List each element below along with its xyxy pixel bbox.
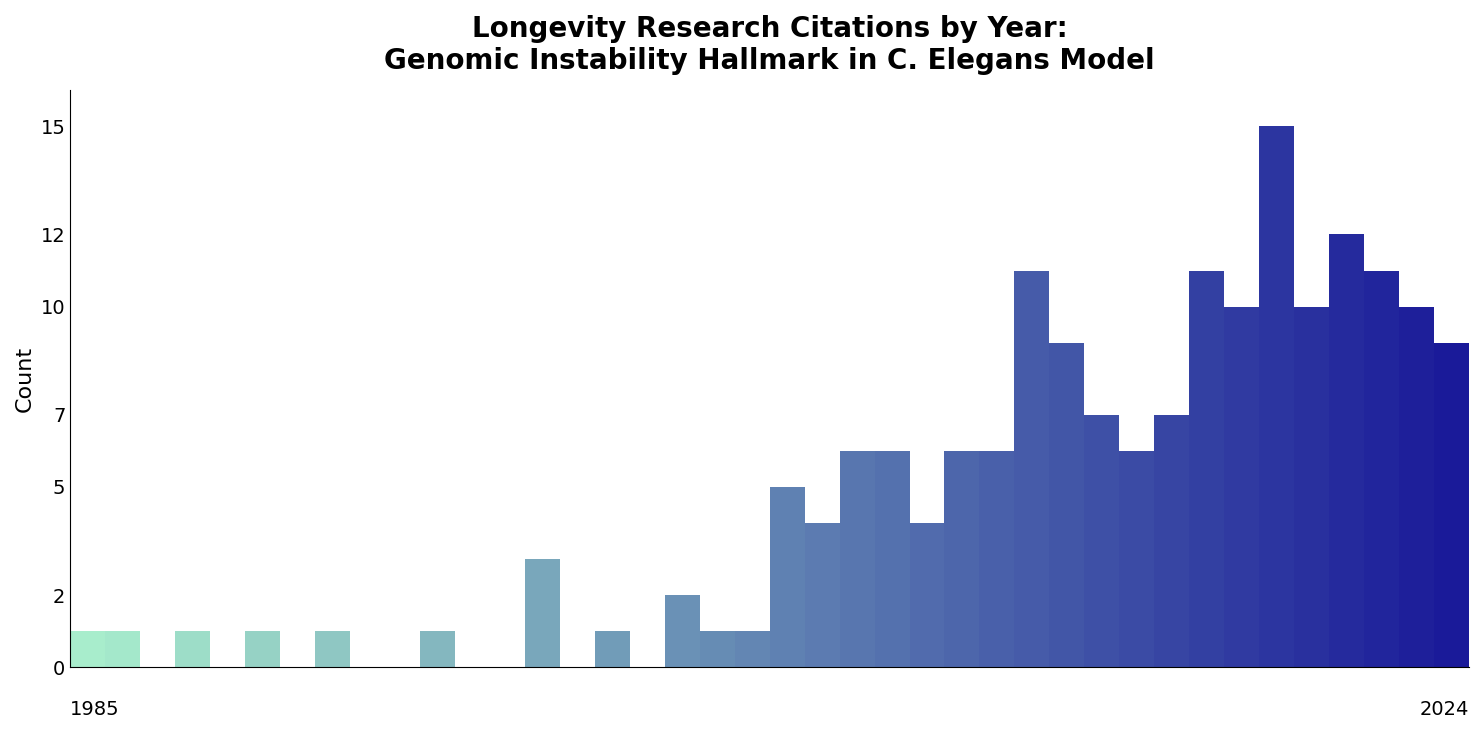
Bar: [525, 559, 559, 667]
Bar: [1330, 235, 1364, 667]
Bar: [944, 451, 979, 667]
Bar: [1399, 306, 1434, 667]
Bar: [735, 631, 770, 667]
Bar: [175, 631, 211, 667]
Bar: [1364, 270, 1399, 667]
Bar: [840, 451, 874, 667]
Y-axis label: Count: Count: [15, 346, 36, 412]
Bar: [1085, 415, 1119, 667]
Bar: [245, 631, 280, 667]
Bar: [595, 631, 629, 667]
Bar: [420, 631, 456, 667]
Text: 2024: 2024: [1420, 700, 1469, 719]
Bar: [315, 631, 350, 667]
Bar: [1015, 270, 1049, 667]
Bar: [874, 451, 910, 667]
Bar: [1260, 126, 1294, 667]
Bar: [804, 523, 840, 667]
Bar: [1155, 415, 1189, 667]
Title: Longevity Research Citations by Year:
Genomic Instability Hallmark in C. Elegans: Longevity Research Citations by Year: Ge…: [384, 15, 1155, 75]
Bar: [665, 595, 700, 667]
Bar: [1119, 451, 1155, 667]
Bar: [770, 487, 804, 667]
Bar: [1189, 270, 1224, 667]
Bar: [1049, 343, 1085, 667]
Bar: [979, 451, 1015, 667]
Bar: [700, 631, 735, 667]
Bar: [1434, 343, 1469, 667]
Bar: [910, 523, 944, 667]
Bar: [70, 631, 105, 667]
Bar: [105, 631, 139, 667]
Bar: [1294, 306, 1330, 667]
Text: 1985: 1985: [70, 700, 120, 719]
Bar: [1224, 306, 1260, 667]
